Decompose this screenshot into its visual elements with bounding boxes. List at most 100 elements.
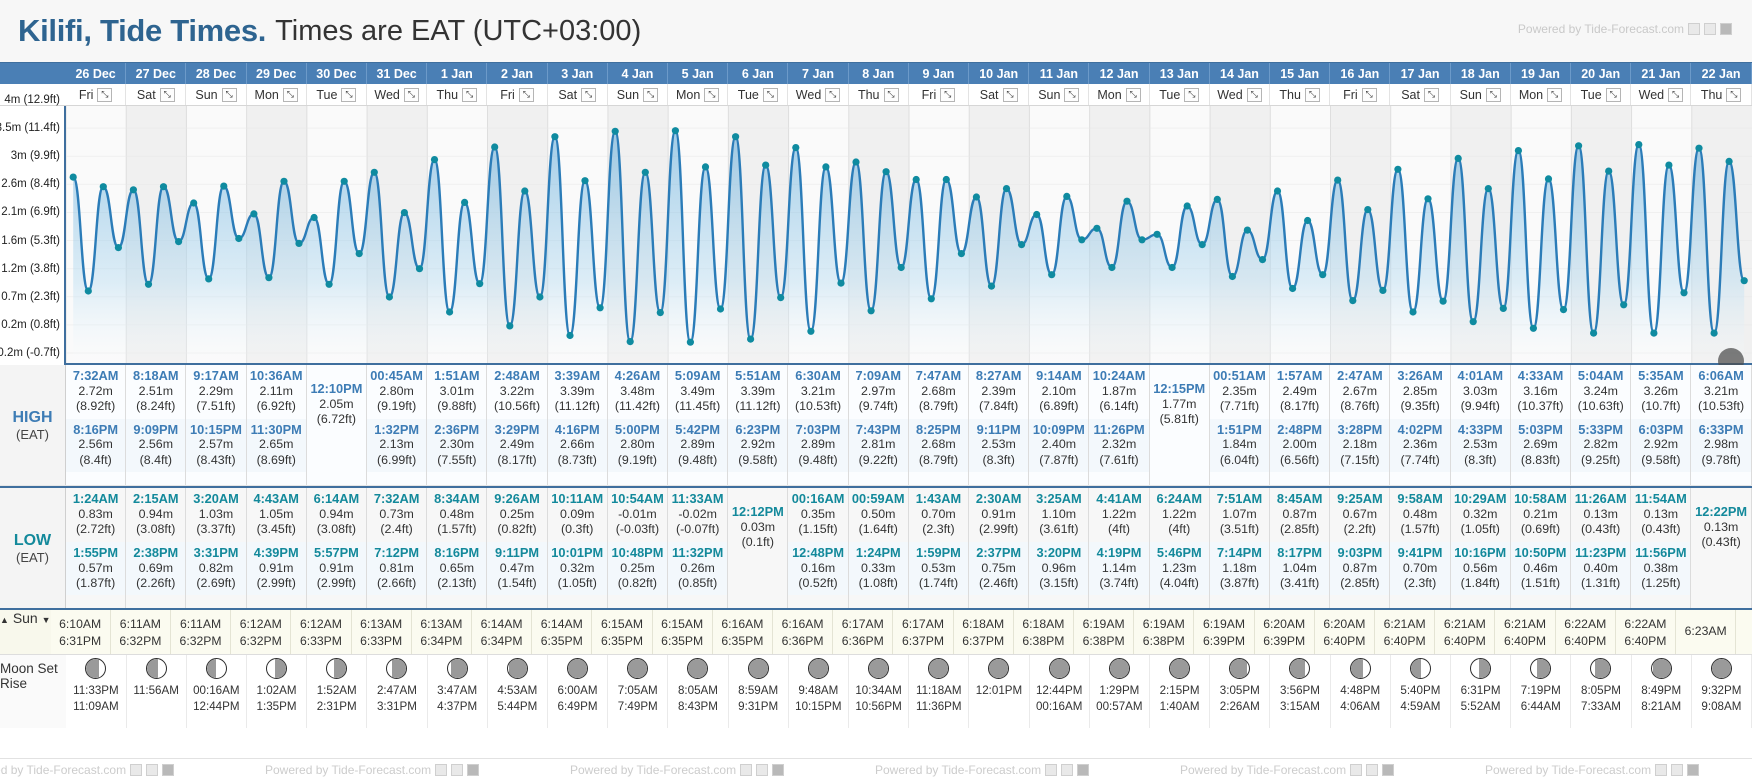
high-tide-point (1123, 197, 1131, 205)
sun-day-cell: 6:19AM 6:38PM (1074, 610, 1135, 655)
expand-day-icon[interactable]: ⤡ (1547, 87, 1563, 102)
moon-phase-icon (326, 658, 348, 680)
expand-day-icon[interactable]: ⤡ (1125, 87, 1141, 102)
expand-day-icon[interactable]: ⤡ (1304, 87, 1320, 102)
tide-height-m: 2.53m (1463, 437, 1498, 452)
moonrise-time: 1:35PM (256, 700, 297, 714)
sunset-time: 6:38PM (1142, 633, 1185, 648)
expand-day-icon[interactable]: ⤡ (1064, 87, 1080, 102)
tide-time: 9:58AM (1397, 491, 1443, 507)
tide-height-ft: (8.43ft) (196, 452, 236, 467)
expand-day-icon[interactable]: ⤡ (1485, 87, 1501, 102)
expand-day-icon[interactable]: ⤡ (1246, 87, 1262, 102)
chart-plot-area[interactable] (66, 106, 1752, 365)
moonset-time: 12:44PM (1035, 684, 1083, 698)
sunrise-time: 6:18AM (1022, 616, 1065, 631)
expand-day-icon[interactable]: ⤡ (1726, 87, 1742, 102)
high-tide-point (129, 186, 137, 194)
tide-height-m: 0.87m (1282, 507, 1317, 522)
high-tide-point (400, 209, 408, 217)
moon-phase-icon (687, 658, 709, 680)
moonset-time: 8:49PM (1641, 684, 1682, 698)
high-tide-day-column: 6:30AM 3.21m (10.53ft) 7:03PM 2.89m (9.48ft) (788, 365, 849, 486)
sunrise-time: 6:14AM (540, 616, 583, 631)
tide-time: 4:16PM (554, 421, 600, 437)
footer-watermark: Powered by Tide-Forecast.com (265, 763, 480, 777)
tide-height-m: 0.91m (981, 507, 1016, 522)
date-header-cell: 5 Jan (668, 63, 729, 84)
weekday-cell: Wed ⤡ (788, 84, 849, 105)
high-tide-point (551, 133, 559, 141)
high-tide-entry: 4:01AM 3.03m (9.94ft) (1451, 365, 1510, 419)
tide-height-ft: (3.41ft) (1280, 576, 1320, 591)
tide-height-m: 2.11m (259, 383, 293, 398)
expand-day-icon[interactable]: ⤡ (762, 87, 778, 102)
expand-day-icon[interactable]: ⤡ (1423, 87, 1439, 102)
tide-time: 8:45AM (1276, 491, 1323, 507)
high-tide-point (1725, 157, 1733, 165)
high-tide-entry: 7:09AM 2.97m (9.74ft) (849, 365, 908, 419)
low-tide-entry: 5:57PM 0.91m (2.99ft) (306, 541, 367, 596)
weekday-cell: Sat ⤡ (1390, 84, 1451, 105)
moon-label: Moon Set Rise (0, 655, 67, 729)
expand-day-icon[interactable]: ⤡ (1668, 87, 1684, 102)
low-tide-point (1349, 297, 1357, 305)
tide-time: 8:16PM (73, 421, 118, 437)
tide-height-ft: (7.15ft) (1340, 452, 1380, 467)
expand-day-icon[interactable]: ⤡ (403, 87, 419, 102)
expand-day-icon[interactable]: ⤡ (1605, 87, 1621, 102)
tide-time: 7:32AM (373, 491, 420, 507)
expand-day-icon[interactable]: ⤡ (159, 87, 175, 102)
expand-day-icon[interactable]: ⤡ (221, 87, 237, 102)
tide-height-m: 0.13m (1703, 520, 1739, 535)
low-tide-point (1018, 241, 1026, 249)
weekday-cell: Tue ⤡ (728, 84, 789, 105)
date-header-cell: 31 Dec (367, 63, 428, 84)
high-tide-point (1635, 141, 1643, 149)
tide-height-m: 0.69m (138, 560, 174, 575)
tide-height-ft: (1.25ft) (1641, 576, 1681, 591)
expand-day-icon[interactable]: ⤡ (643, 87, 659, 102)
tide-height-ft: (6.04ft) (1219, 452, 1260, 467)
low-tide-entry: 1:59PM 0.53m (1.74ft) (908, 541, 969, 596)
expand-day-icon[interactable]: ⤡ (1361, 87, 1377, 102)
expand-day-icon[interactable]: ⤡ (462, 87, 478, 102)
tide-height-m: 1.04m (1282, 560, 1317, 575)
tide-height-m: 2.40m (1041, 437, 1077, 452)
low-tide-point (656, 309, 664, 317)
tide-height-m: 0.25m (499, 507, 535, 522)
page-title: Kilifi, Tide Times. (18, 13, 267, 48)
weekday-label: Mon (1097, 87, 1122, 102)
moon-day-cell: 8:05PM 7:33AM (1571, 655, 1632, 729)
expand-day-icon[interactable]: ⤡ (825, 87, 841, 102)
expand-day-icon[interactable]: ⤡ (1184, 87, 1200, 102)
tide-time: 10:15PM (190, 421, 242, 437)
moon-phase-icon (1108, 658, 1130, 680)
sunset-time: 6:36PM (841, 633, 884, 648)
high-tide-entry: 1:57AM 2.49m (8.17ft) (1270, 365, 1329, 419)
expand-day-icon[interactable]: ⤡ (97, 87, 113, 102)
tide-height-m: 0.26m (680, 560, 715, 575)
tide-height-ft: (-0.07ft) (675, 522, 720, 537)
expand-day-icon[interactable]: ⤡ (883, 87, 899, 102)
tide-height-m: 0.33m (861, 560, 896, 575)
low-tide-entry: 7:32AM 0.73m (2.4ft) (367, 488, 426, 542)
moon-phase-icon (868, 658, 890, 680)
expand-day-icon[interactable]: ⤡ (518, 87, 534, 102)
tide-height-m: 2.56m (78, 437, 113, 452)
tide-time: 9:09PM (133, 421, 179, 437)
footer-text: Powered by Tide-Forecast.com (1485, 762, 1652, 777)
low-tide-point (1680, 289, 1688, 297)
tide-time: 11:54AM (1634, 491, 1687, 507)
expand-day-icon[interactable]: ⤡ (341, 87, 357, 102)
weekday-label: Mon (254, 87, 279, 102)
expand-day-icon[interactable]: ⤡ (704, 87, 720, 102)
expand-day-icon[interactable]: ⤡ (581, 87, 597, 102)
expand-day-icon[interactable]: ⤡ (282, 87, 298, 102)
high-tide-entry: 7:47AM 2.68m (8.79ft) (909, 365, 968, 419)
expand-day-icon[interactable]: ⤡ (940, 87, 956, 102)
low-tide-day-column: 2:15AM 0.94m (3.08ft) 2:38PM 0.69m (2.26ft) (126, 488, 187, 609)
tide-height-ft: (1.87ft) (75, 576, 116, 591)
moonset-time: 10:34AM (855, 684, 902, 698)
expand-day-icon[interactable]: ⤡ (1002, 87, 1018, 102)
